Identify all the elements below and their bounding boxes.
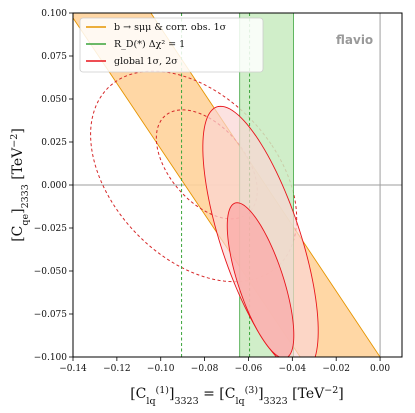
x-tick-label: −0.08	[191, 364, 219, 374]
legend-label-1: b → sμμ & corr. obs. 1σ	[114, 22, 227, 33]
y-tick-label: −0.025	[34, 224, 68, 234]
dashed-contour-1	[90, 70, 298, 283]
legend-box	[79, 17, 264, 73]
watermark-text: flavio	[336, 33, 373, 47]
x-axis-label: [Clq(1)]3323 = [Clq(3)]3323 [TeV−2]	[130, 385, 344, 407]
legend-label-3: global 1σ, 2σ	[114, 56, 178, 67]
x-tick-label: 0.00	[370, 364, 390, 374]
y-tick-label: 0.075	[41, 52, 67, 62]
legend: b → sμμ & corr. obs. 1σ R_D(*) Δχ² = 1 glo…	[79, 17, 264, 73]
y-tick-label: 0.100	[41, 9, 67, 19]
y-tick-label: −0.050	[34, 267, 68, 277]
tick-group: −0.14 −0.12 −0.10 −0.08 −0.06 −0.04 −0.02 0.00 −…	[34, 9, 391, 374]
x-tick-label: −0.12	[103, 364, 131, 374]
y-tick-label: 0.025	[41, 138, 67, 148]
y-tick-label: −0.075	[34, 310, 68, 320]
x-tick-label: −0.06	[235, 364, 263, 374]
x-tick-label: −0.14	[59, 364, 87, 374]
dashed-contour-2	[155, 109, 258, 220]
y-tick-label: 0.000	[41, 181, 67, 191]
legend-label-2: R_D(*) Δχ² = 1	[114, 39, 185, 50]
y-tick-label: −0.100	[34, 353, 68, 363]
x-tick-label: −0.10	[147, 364, 175, 374]
global-1sigma-ellipse	[226, 202, 295, 357]
y-axis-label: [Cqe]2333 [TeV−2]	[9, 128, 31, 242]
x-tick-label: −0.02	[322, 364, 350, 374]
y-tick-label: 0.050	[41, 95, 67, 105]
x-tick-label: −0.04	[279, 364, 307, 374]
